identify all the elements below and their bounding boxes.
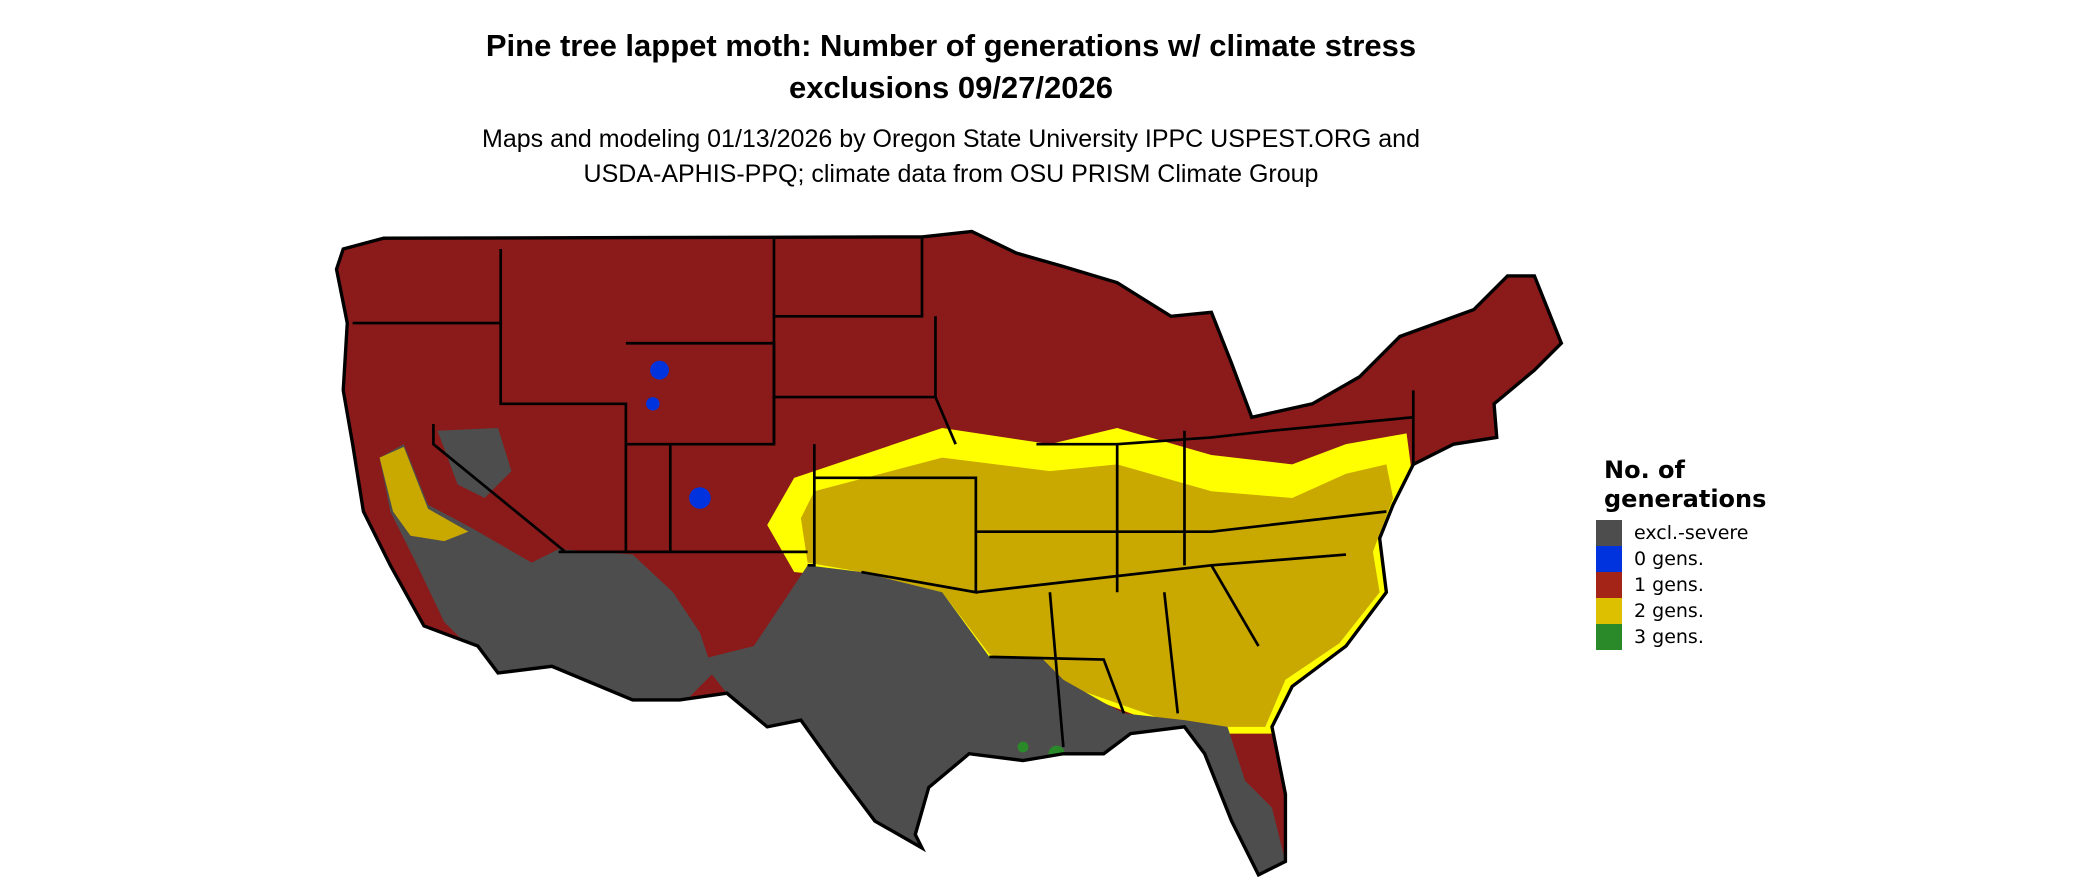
legend-swatch [1596, 598, 1622, 624]
legend-label: excl.-severe [1634, 522, 1749, 544]
legend-swatch [1596, 546, 1622, 572]
region-0-gen-colorado [689, 487, 711, 509]
legend-item-0-gens: 0 gens. [1596, 546, 1704, 572]
legend-swatch [1596, 624, 1622, 650]
legend-label: 1 gens. [1634, 574, 1704, 596]
legend-item-1-gens: 1 gens. [1596, 572, 1704, 598]
map-subtitle-line1: Maps and modeling 01/13/2026 by Oregon S… [482, 125, 1420, 153]
region-0-gen-wyoming-2 [646, 397, 660, 411]
map-title-line1: Pine tree lappet moth: Number of generat… [485, 28, 1417, 63]
map-title-line2: exclusions 09/27/2026 [788, 70, 1113, 105]
map-subtitle-line2: USDA-APHIS-PPQ; climate data from OSU PR… [583, 160, 1319, 188]
region-3-gen-louisiana-2 [1017, 741, 1029, 753]
legend-swatch [1596, 520, 1622, 546]
legend-item-3-gens: 3 gens. [1596, 624, 1704, 650]
region-2-gen-california [379, 446, 469, 542]
legend-title: No. of generations [1604, 456, 1766, 514]
legend-label: 3 gens. [1634, 626, 1704, 648]
region-0-gen-wyoming [650, 360, 669, 380]
legend-label: 0 gens. [1634, 548, 1704, 570]
legend-item-2-gens: 2 gens. [1596, 598, 1704, 624]
legend-title-line1: No. of [1604, 456, 1685, 484]
region-2-gen [800, 457, 1394, 727]
state-borders [352, 236, 1415, 748]
legend-title-line2: generations [1604, 485, 1767, 513]
region-excluded-southwest [379, 444, 714, 707]
region-excluded-nevada [437, 428, 512, 499]
legend-item-excluded: excl.-severe [1596, 520, 1749, 546]
legend-swatch [1596, 572, 1622, 598]
legend-label: 2 gens. [1634, 600, 1704, 622]
